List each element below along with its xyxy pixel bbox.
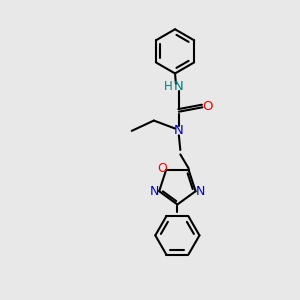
Text: N: N [196,185,205,198]
Text: N: N [150,185,159,198]
Text: N: N [174,80,184,93]
Text: N: N [174,124,184,137]
Text: O: O [157,162,167,175]
Text: H: H [164,80,173,93]
Text: O: O [202,100,213,113]
